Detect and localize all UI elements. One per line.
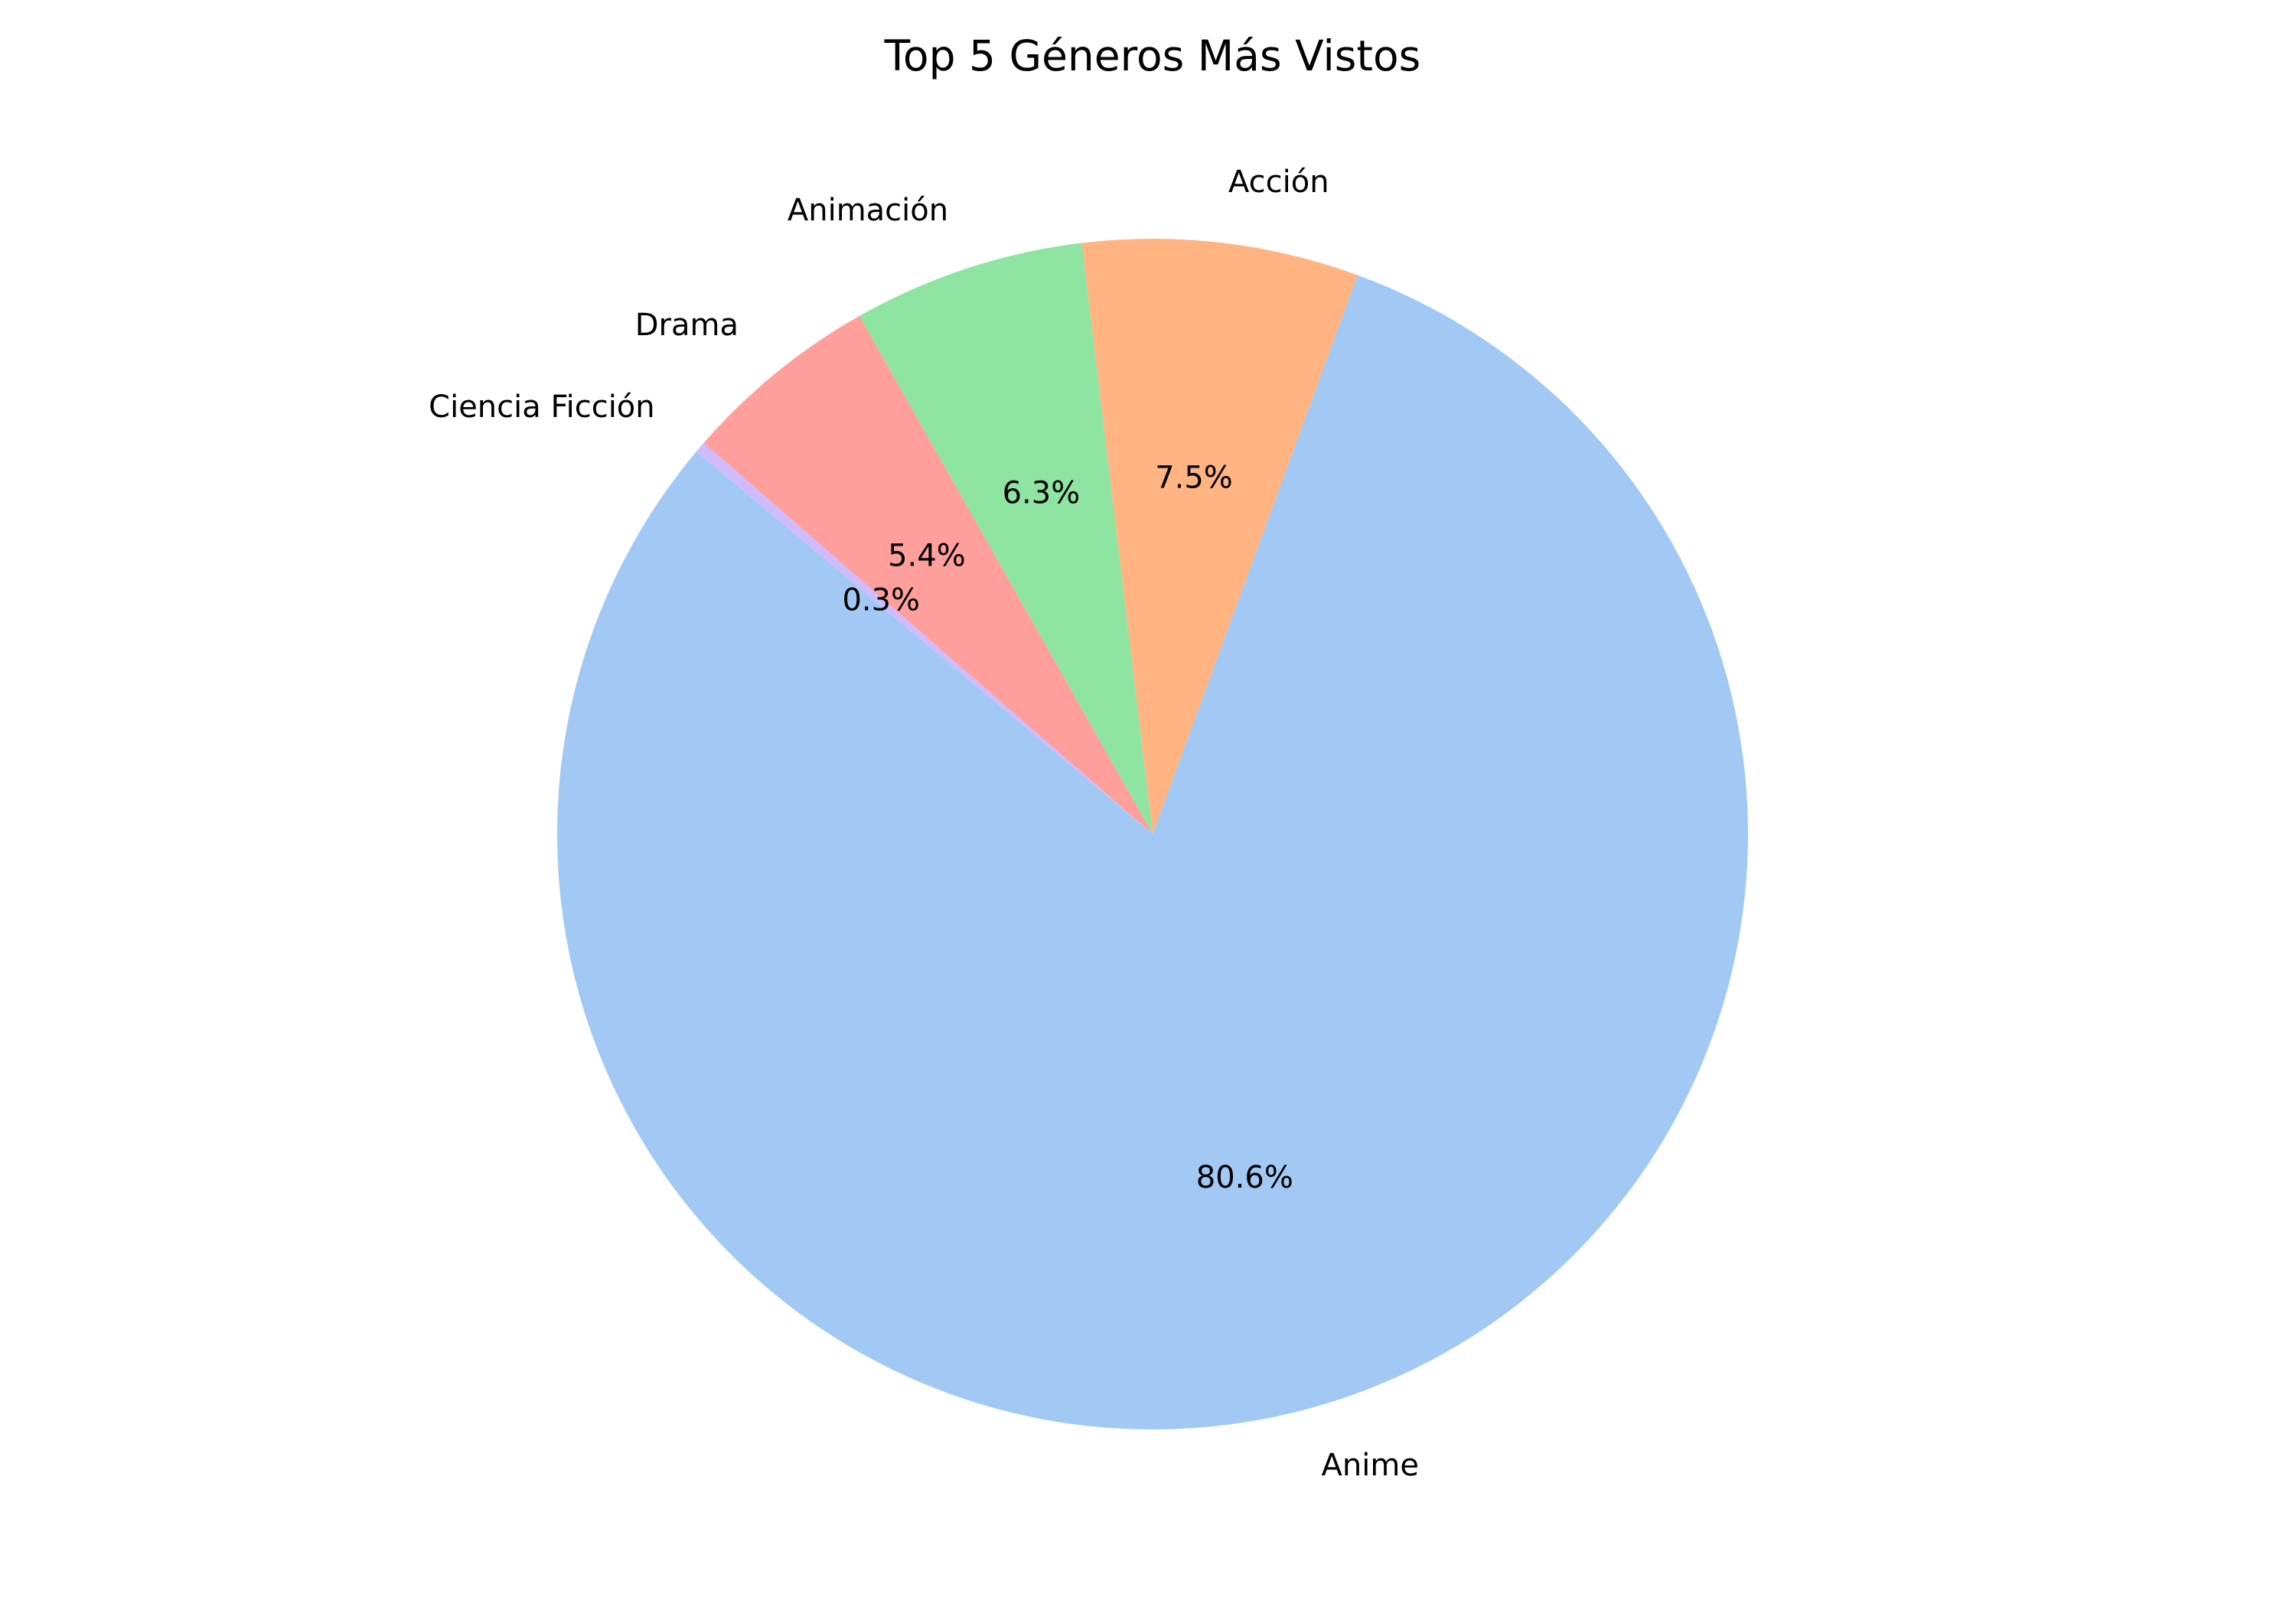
slice-pct-label-1: 7.5% <box>1155 460 1233 495</box>
chart-title: Top 5 Géneros Más Vistos <box>884 31 1421 80</box>
pie-slices <box>556 238 1748 1430</box>
slice-label-0: Anime <box>1322 1448 1419 1483</box>
pie-slice-3 <box>703 315 1153 835</box>
pie-slice-0 <box>556 275 1748 1430</box>
slice-label-2: Animación <box>788 193 948 228</box>
slice-label-3: Drama <box>635 308 739 343</box>
pie-slice-4 <box>696 442 1153 834</box>
pie-slice-1 <box>1081 238 1358 834</box>
slice-label-1: Acción <box>1228 165 1329 200</box>
pie-labels: Anime 80.6% Acción 7.5% Animación 6.3% Drama 5.… <box>429 165 1419 1483</box>
pie-slice-2 <box>859 243 1153 834</box>
slice-pct-label-3: 5.4% <box>888 538 966 573</box>
slice-pct-label-0: 80.6% <box>1196 1160 1293 1195</box>
slice-pct-label-4: 0.3% <box>842 583 920 618</box>
slice-label-4: Ciencia Ficción <box>429 390 654 425</box>
slice-pct-label-2: 6.3% <box>1003 475 1081 510</box>
